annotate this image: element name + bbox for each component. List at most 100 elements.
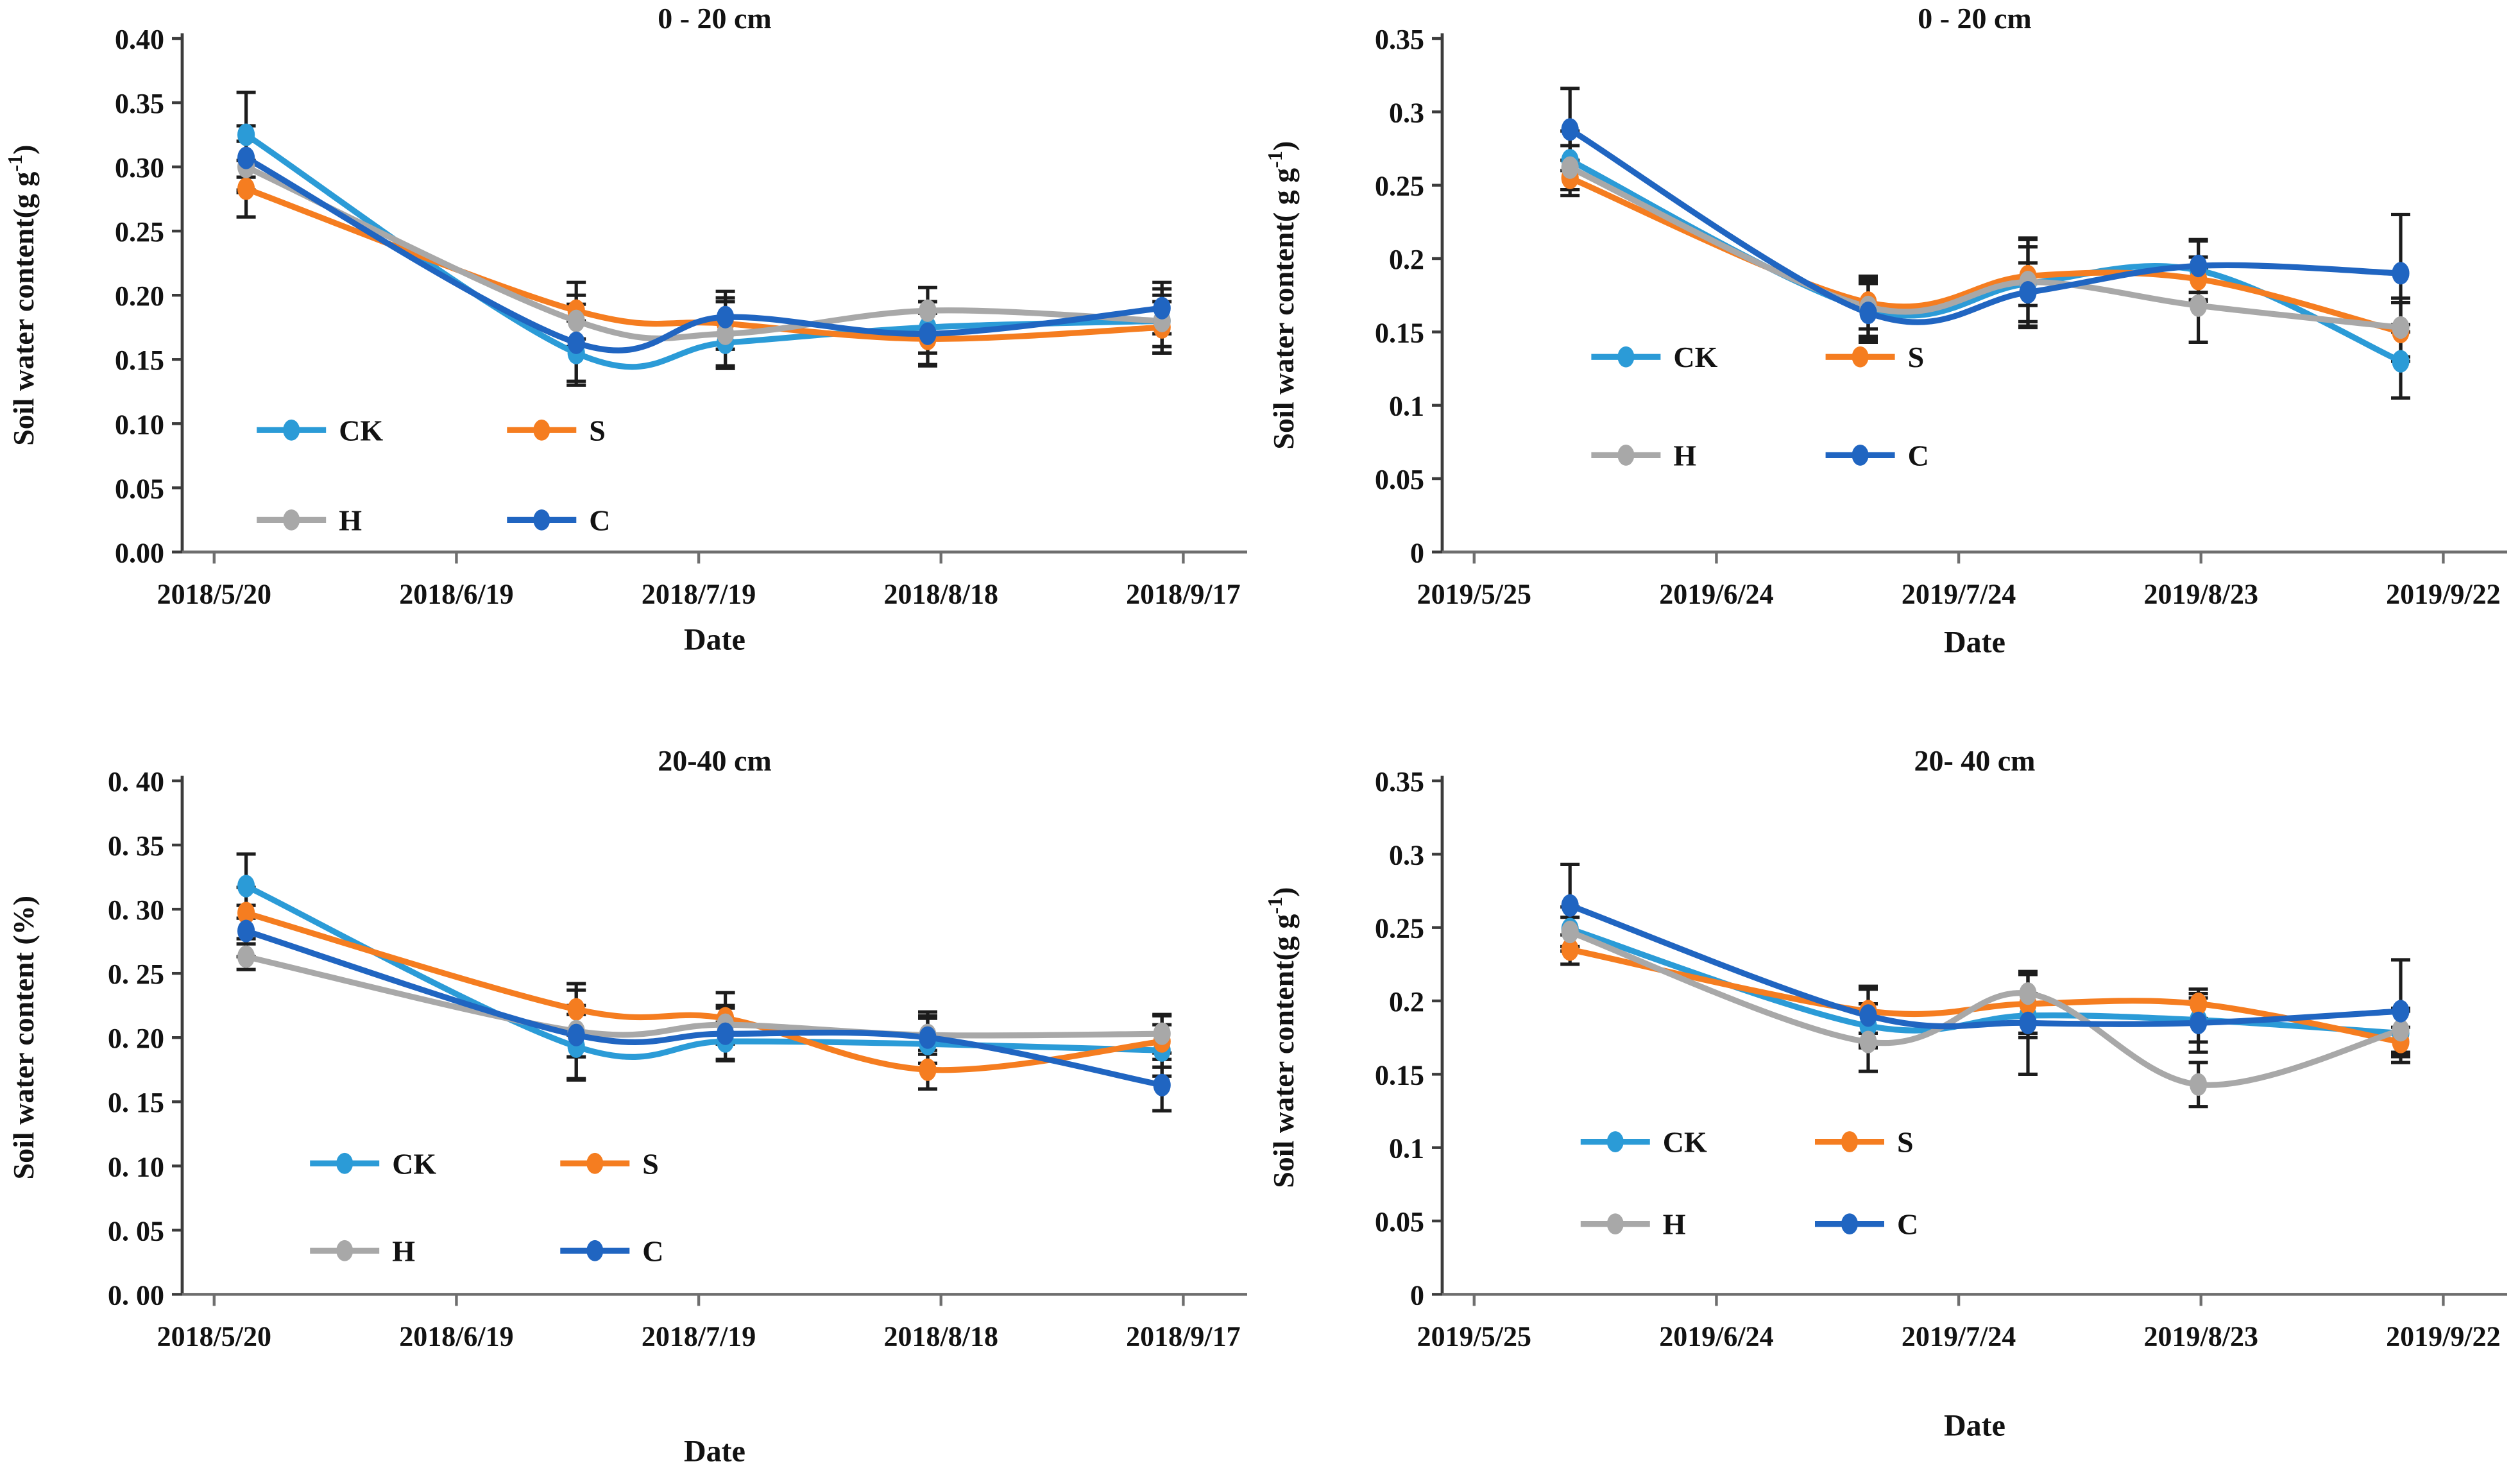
y-tick-label: 0.15	[1375, 1059, 1424, 1091]
x-tick-label: 2018/9/17	[1126, 1320, 1240, 1352]
y-tick-label: 0.20	[115, 280, 164, 312]
data-point-C	[237, 919, 255, 942]
legend-marker-CK	[336, 1152, 353, 1174]
x-tick-label: 2018/5/20	[157, 578, 271, 610]
data-point-C	[919, 1026, 937, 1049]
legend-item-H: H	[310, 1234, 415, 1267]
y-tick-label: 0.15	[115, 345, 164, 376]
chart-panel-bottom-right: 0 0.05 0.1 0.15 0.2 0.25 0.3 0.35 2019/5/25 2019/…	[1260, 742, 2520, 1484]
y-tick-label: 0.15	[1375, 317, 1424, 348]
legend-item-C: C	[1815, 1207, 1918, 1240]
legend-marker-C	[1852, 445, 1869, 466]
y-tick-label: 0.40	[115, 24, 164, 55]
y-axis-label: Soil water content(g g-1)	[1263, 887, 1300, 1188]
series-line-S	[1567, 175, 2404, 336]
legend-marker-H	[336, 1240, 353, 1261]
data-point-C	[2019, 281, 2037, 304]
x-axis-label: Date	[684, 622, 745, 656]
y-tick-label: 0.30	[115, 152, 164, 183]
series-line-H	[243, 953, 1165, 1039]
data-point-C	[717, 1022, 735, 1045]
legend-label-CK: CK	[1663, 1125, 1707, 1158]
legend-label-C: C	[642, 1234, 663, 1267]
x-tick-label: 2018/6/19	[399, 578, 513, 610]
legend-marker-H	[1617, 445, 1635, 466]
legend-marker-S	[533, 419, 550, 441]
series-line-S	[1567, 946, 2404, 1045]
data-point-H	[2190, 1073, 2208, 1096]
legend-item-S: S	[1815, 1125, 1914, 1158]
y-tick-label: 0. 15	[108, 1087, 164, 1118]
y-tick-label: 0.10	[115, 409, 164, 440]
y-tick-label: 0.1	[1389, 391, 1424, 422]
legend-marker-H	[283, 509, 300, 531]
legend-marker-CK	[1606, 1130, 1624, 1152]
data-point-H	[919, 299, 937, 322]
y-tick-label: 0.1	[1389, 1132, 1424, 1164]
data-point-S	[567, 998, 585, 1021]
x-axis-label: Date	[1944, 625, 2005, 659]
data-point-H	[1153, 1022, 1171, 1045]
legend-marker-C	[586, 1240, 604, 1261]
legend-item-CK: CK	[310, 1147, 436, 1180]
x-tick-label: 2018/8/18	[884, 1320, 998, 1352]
data-point-H	[2019, 982, 2037, 1005]
data-point-H	[1561, 156, 1579, 179]
y-axis-label: Soil water content(g g-1)	[3, 145, 40, 446]
data-point-C	[567, 331, 585, 354]
legend-marker-S	[1852, 346, 1869, 368]
data-point-C	[2392, 999, 2410, 1023]
y-tick-label: 0. 30	[108, 894, 164, 926]
y-tick-label: 0.05	[1375, 1206, 1424, 1238]
y-tick-label: 0.05	[115, 473, 164, 504]
legend-marker-CK	[1617, 346, 1635, 368]
legend-label-CK: CK	[339, 414, 383, 447]
x-tick-label: 2019/8/23	[2144, 578, 2258, 610]
legend-item-CK: CK	[257, 414, 383, 447]
data-point-C	[1859, 302, 1877, 325]
data-point-S	[237, 177, 255, 200]
y-tick-label: 0.2	[1389, 986, 1424, 1018]
y-tick-label: 0.2	[1389, 244, 1424, 275]
legend-marker-CK	[283, 419, 300, 441]
data-point-C	[1153, 1073, 1171, 1096]
data-point-H	[1859, 1030, 1877, 1053]
x-tick-label: 2019/9/22	[2386, 1320, 2500, 1352]
data-point-C	[1153, 296, 1171, 320]
legend-item-H: H	[1580, 1207, 1686, 1240]
legend-label-C: C	[589, 504, 610, 536]
x-tick-label: 2018/7/19	[642, 1320, 756, 1352]
x-tick-label: 2018/6/19	[399, 1320, 513, 1352]
data-point-H	[567, 309, 585, 332]
x-tick-label: 2019/5/25	[1417, 578, 1531, 610]
chart-panel-top-left: 0.00 0.05 0.10 0.15 0.20 0.25 0.30 0.35 0.40 2018…	[0, 0, 1260, 742]
legend-label-S: S	[1897, 1125, 1914, 1158]
x-tick-label: 2019/7/24	[1902, 578, 2016, 610]
panel-title: 0 - 20 cm	[658, 2, 772, 35]
data-point-S	[919, 1058, 937, 1081]
x-tick-label: 2019/5/25	[1417, 1320, 1531, 1352]
legend-marker-C	[533, 509, 550, 531]
data-point-C	[2190, 254, 2208, 278]
legend-label-CK: CK	[392, 1147, 436, 1180]
legend-marker-C	[1841, 1213, 1858, 1234]
y-tick-label: 0	[1410, 537, 1424, 568]
data-point-C	[2019, 1011, 2037, 1034]
data-point-C	[2392, 262, 2410, 285]
series-line-C	[1567, 126, 2404, 325]
y-tick-label: 0. 40	[108, 766, 164, 797]
legend-label-S: S	[642, 1147, 659, 1180]
panel-title: 20-40 cm	[658, 744, 772, 777]
data-point-C	[1859, 1003, 1877, 1027]
legend-label-H: H	[1673, 439, 1696, 472]
series-line-H	[243, 164, 1165, 342]
y-tick-label: 0.35	[1375, 766, 1424, 797]
data-point-C	[919, 322, 937, 345]
x-tick-label: 2018/8/18	[884, 578, 998, 610]
chart-svg-top-left: 0.00 0.05 0.10 0.15 0.20 0.25 0.30 0.35 0.40 2018…	[3, 2, 1247, 656]
legend-label-H: H	[392, 1234, 415, 1267]
legend-item-H: H	[1591, 439, 1696, 472]
data-point-H	[1561, 920, 1579, 943]
legend-label-H: H	[339, 504, 362, 536]
chart-panel-top-right: 0 0.05 0.1 0.15 0.2 0.25 0.3 0.35 2019/5/25 2019/…	[1260, 0, 2520, 742]
